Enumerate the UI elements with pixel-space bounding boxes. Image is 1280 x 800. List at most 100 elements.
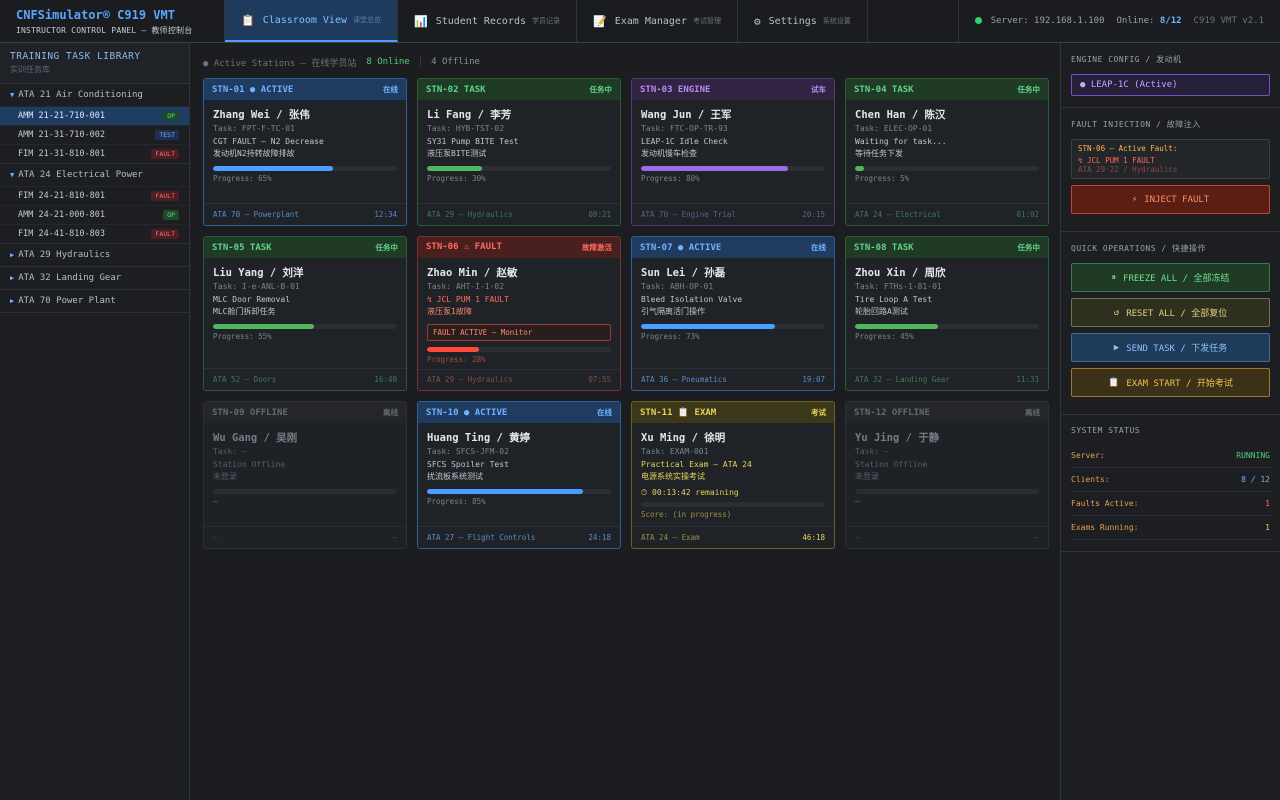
task-code: Task: ABH-OP-01 — [641, 282, 714, 291]
group-header-ata32[interactable]: ▶ ATA 32 Landing Gear — [0, 267, 189, 289]
task-item[interactable]: AMM 21-21-710-001 OP — [0, 106, 189, 125]
ata-chapter: ATA 29 — Hydraulics — [427, 210, 513, 219]
task-title-cn: 发动机慢车检查 — [641, 149, 697, 158]
progress-bar — [641, 502, 825, 507]
station-card[interactable]: STN-08 TASK 任务中 Zhou Xin / 周欣 Task: FTHs-… — [845, 236, 1049, 391]
fault-monitor-button[interactable]: FAULT ACTIVE — Monitor — [427, 323, 611, 341]
station-footer: ATA 36 — Pneumatics 19:07 — [632, 368, 834, 390]
task-title: SY31 Pump BITE Test — [427, 137, 519, 146]
ata-chapter: ATA 32 — Landing Gear — [855, 375, 950, 384]
station-footer: ATA 24 — Electrical 01:02 — [846, 203, 1048, 225]
group-header-ata70[interactable]: ▶ ATA 70 Power Plant — [0, 290, 189, 312]
station-card[interactable]: STN-12 OFFLINE 离线 Yu Jing / 于静 Task: — St… — [845, 401, 1049, 549]
station-card[interactable]: STN-09 OFFLINE 离线 Wu Gang / 吴刚 Task: — St… — [203, 401, 407, 549]
task-title-cn: 引气隔离活门操作 — [641, 307, 705, 316]
elapsed-time: 12:34 — [374, 210, 397, 219]
reset-all-button[interactable]: ↺ RESET ALL / 全部复位 — [1071, 298, 1270, 327]
tab-classroom-view[interactable]: 📋 Classroom View 课堂总览 — [225, 0, 398, 42]
task-item[interactable]: FIM 24-21-810-801 FAULT — [0, 186, 189, 205]
memo-icon: 📝 — [593, 14, 607, 28]
station-state: 任务中 — [1017, 243, 1041, 252]
elapsed-time: 20:15 — [802, 210, 825, 219]
task-item[interactable]: AMM 24-21-000-801 OP — [0, 205, 189, 224]
task-item[interactable]: FIM 21-31-810-801 FAULT — [0, 144, 189, 163]
group-header-ata29[interactable]: ▶ ATA 29 Hydraulics — [0, 244, 189, 266]
task-title: LEAP-1C Idle Check — [641, 137, 728, 146]
progress-bar — [855, 166, 1039, 171]
sidebar-header: TRAINING TASK LIBRARY 实训任务库 — [0, 43, 189, 84]
send-task-button[interactable]: ▶ SEND TASK / 下发任务 — [1071, 333, 1270, 362]
ata-chapter: ATA 24 — Exam — [641, 533, 700, 542]
station-header: STN-11 📋 EXAM 考试 — [632, 402, 834, 423]
offline-summary: 4 Offline — [431, 57, 480, 67]
progress-bar — [641, 324, 825, 329]
clipboard-icon: 📋 — [241, 13, 255, 27]
chevron-right-icon: ▶ — [10, 274, 15, 282]
station-state: 在线 — [811, 243, 826, 252]
button-label: SEND TASK / 下发任务 — [1126, 344, 1228, 354]
exam-start-button[interactable]: 📋 EXAM START / 开始考试 — [1071, 368, 1270, 397]
tab-sublabel: 系统设置 — [822, 17, 851, 25]
progress-label: Progress: 65% — [213, 174, 272, 183]
station-card[interactable]: STN-06 ⚠ FAULT 故障激活 Zhao Min / 赵敏 Task: A… — [417, 236, 621, 391]
tab-settings[interactable]: ⚙ Settings 系统设置 — [738, 0, 868, 42]
progress-bar — [213, 166, 397, 171]
station-header: STN-02 TASK 任务中 — [418, 79, 620, 100]
elapsed-time: — — [1034, 533, 1039, 542]
station-id: STN-08 TASK — [854, 242, 914, 253]
station-state: 在线 — [597, 408, 612, 417]
progress-label: Progress: 85% — [427, 497, 486, 506]
ata-chapter: ATA 70 — Engine Trial — [641, 210, 736, 219]
station-card[interactable]: STN-10 ● ACTIVE 在线 Huang Ting / 黄婷 Task: … — [417, 401, 621, 549]
station-card[interactable]: STN-07 ● ACTIVE 在线 Sun Lei / 孙磊 Task: ABH… — [631, 236, 835, 391]
student-name: Zhou Xin / 周欣 — [855, 267, 946, 279]
progress-label: Progress: 28% — [427, 354, 486, 364]
engine-select[interactable]: ● LEAP-1C (Active) — [1071, 74, 1270, 96]
task-library-sidebar: TRAINING TASK LIBRARY 实训任务库 ▼ ATA 21 Air … — [0, 43, 190, 800]
group-header-ata24[interactable]: ▼ ATA 24 Electrical Power — [0, 164, 189, 186]
group-label: ATA 24 Electrical Power — [18, 170, 143, 180]
tab-exam-manager[interactable]: 📝 Exam Manager 考试管理 — [577, 0, 738, 42]
task-item[interactable]: AMM 21-31-710-002 TEST — [0, 125, 189, 144]
exam-title: Practical Exam — ATA 24 — [641, 460, 752, 469]
fault-name: ↯ JCL PUM 1 FAULT — [1078, 156, 1155, 165]
station-card[interactable]: STN-11 📋 EXAM 考试 Xu Ming / 徐明 Task: EXAM-… — [631, 401, 835, 549]
station-header: STN-10 ● ACTIVE 在线 — [418, 402, 620, 423]
station-card[interactable]: STN-05 TASK 任务中 Liu Yang / 刘洋 Task: I-e-A… — [203, 236, 407, 391]
brand: CNFSimulator® C919 VMT INSTRUCTOR CONTRO… — [0, 0, 225, 42]
freeze-all-button[interactable]: ⏸ FREEZE ALL / 全部冻结 — [1071, 263, 1270, 292]
station-footer: — — — [204, 526, 406, 548]
task-code: Task: SFCS-JFM-02 — [427, 447, 509, 456]
ata-chapter: ATA 36 — Pneumatics — [641, 375, 727, 384]
station-footer: — — — [846, 526, 1048, 548]
elapsed-time: 16:40 — [374, 375, 397, 384]
group-header-ata21[interactable]: ▼ ATA 21 Air Conditioning — [0, 84, 189, 106]
task-title: Tire Loop A Test — [855, 295, 933, 304]
inject-fault-button[interactable]: ⚡ INJECT FAULT — [1071, 185, 1270, 214]
student-name: Li Fang / 李芳 — [427, 109, 512, 121]
station-header: STN-09 OFFLINE 离线 — [204, 402, 406, 423]
tab-student-records[interactable]: 📊 Student Records 学员记录 — [398, 0, 578, 42]
sidebar-title: TRAINING TASK LIBRARY — [10, 51, 141, 62]
station-card[interactable]: STN-02 TASK 任务中 Li Fang / 李芳 Task: HYB-TS… — [417, 78, 621, 226]
student-name: Yu Jing / 于静 — [855, 432, 940, 444]
task-item[interactable]: FIM 24-41-810-803 FAULT — [0, 224, 189, 243]
station-card[interactable]: STN-01 ● ACTIVE 在线 Zhang Wei / 张伟 Task: F… — [203, 78, 407, 226]
station-card[interactable]: STN-03 ENGINE 试车 Wang Jun / 王军 Task: FTC-… — [631, 78, 835, 226]
station-footer: ATA 29 — Hydraulics 07:55 — [418, 368, 620, 391]
station-footer: ATA 29 — Hydraulics 08:21 — [418, 203, 620, 225]
task-code: Task: EXAM-001 — [641, 447, 709, 456]
tab-label: Exam Manager — [614, 15, 687, 27]
progress-label: Progress: 45% — [855, 332, 914, 341]
chevron-right-icon: ▶ — [10, 297, 15, 305]
station-card[interactable]: STN-04 TASK 任务中 Chen Han / 陈汉 Task: ELEC-… — [845, 78, 1049, 226]
clipboard-icon: 📋 — [1108, 377, 1120, 388]
elapsed-time: 19:07 — [802, 375, 825, 384]
quick-operations-section: QUICK OPERATIONS / 快捷操作 ⏸ FREEZE ALL / 全部… — [1061, 232, 1280, 415]
ata-chapter: — — [213, 533, 218, 542]
section-title: ENGINE CONFIG / 发动机 — [1071, 55, 1182, 64]
station-grid: STN-01 ● ACTIVE 在线 Zhang Wei / 张伟 Task: F… — [203, 78, 1049, 549]
progress-fill — [213, 166, 333, 171]
tab-label: Student Records — [435, 15, 527, 27]
station-footer: ATA 24 — Exam 46:18 — [632, 526, 834, 548]
